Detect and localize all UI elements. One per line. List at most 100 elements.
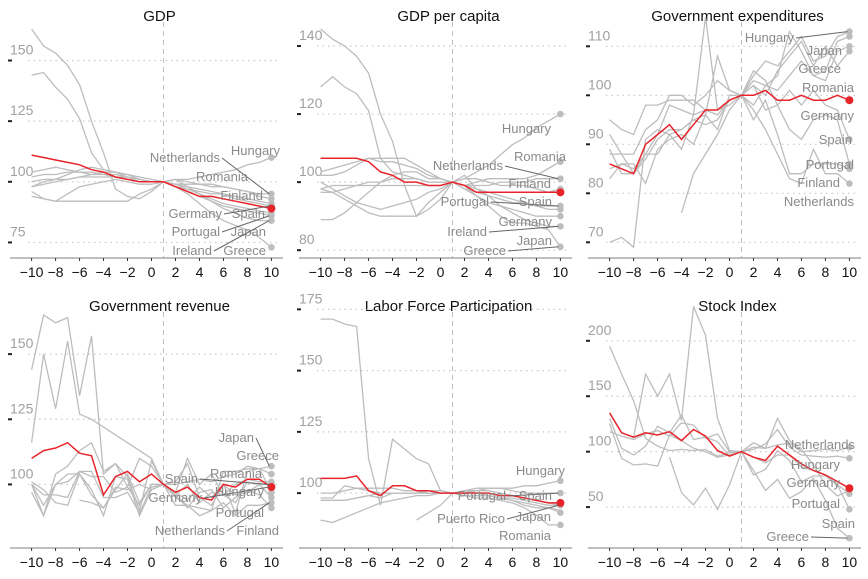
y-tick-label: 200 [588, 322, 612, 338]
series-label-portugal: Portugal [172, 224, 221, 239]
series-line-netherlands [609, 94, 850, 185]
series-line-japan [30, 313, 272, 513]
y-tick-label: 150 [299, 352, 323, 368]
series-label-romania: Romania [802, 80, 855, 95]
series-label-germany: Germany [149, 490, 203, 505]
series-label-hungary: Hungary [215, 484, 265, 499]
x-tick-label: −10 [20, 264, 44, 280]
x-tick-label: 8 [822, 554, 830, 570]
x-tick-label: 10 [553, 264, 569, 280]
end-point-hungary [268, 154, 275, 161]
end-point-romania [557, 521, 564, 529]
chart-panel-gdp: GDP 75 100 125 150 −10 −8 −6 −4 −2 0 2 4 6 8 10 Hungary N… [8, 8, 283, 280]
end-point-netherlands [846, 180, 853, 187]
chart-panel-labor-force-participation: Labor Force Participation100125150175−10… [297, 290, 572, 570]
x-tick-label: 0 [726, 554, 734, 570]
end-point-hungary [846, 455, 853, 462]
end-point-netherlands [268, 499, 275, 506]
end-point-hungary [557, 110, 564, 118]
x-tick-label: 10 [264, 264, 280, 280]
series-line-germany [608, 412, 850, 489]
end-point-japan [268, 462, 275, 470]
x-tick-label: 2 [172, 554, 180, 570]
label-leader-line [223, 205, 270, 215]
end-point-netherlands [268, 190, 275, 198]
series-line-netherlands [31, 472, 272, 517]
series-label-greece: Greece [463, 243, 506, 258]
series-label-netherlands: Netherlands [784, 194, 855, 209]
x-tick-label: −8 [48, 264, 64, 280]
label-leader-line [199, 478, 270, 485]
x-tick-label: −8 [626, 554, 642, 570]
series-label-japan: Japan [231, 224, 266, 239]
label-leader-line [504, 165, 559, 180]
y-tick-label: 100 [588, 433, 612, 449]
chart-title: Labor Force Participation [365, 298, 533, 315]
chart-title: GDP [143, 8, 176, 25]
x-tick-label: −8 [626, 264, 642, 280]
x-tick-label: −4 [674, 264, 690, 280]
chart-panel-stock-index: Stock Index 50 100 150 200 −10 −8 −6 −4 −2 0 2 4 6 8 10… [586, 298, 861, 570]
y-tick-label: 125 [10, 400, 34, 416]
y-tick-label: 150 [10, 42, 34, 58]
series-label-romania: Romania [514, 149, 567, 164]
series-label-greece: Greece [223, 243, 266, 258]
x-tick-label: 10 [264, 554, 280, 570]
label-leader-line [203, 486, 270, 499]
x-tick-label: 4 [485, 554, 493, 570]
x-tick-label: 8 [244, 554, 252, 570]
x-tick-label: −8 [337, 554, 353, 570]
x-tick-label: −10 [598, 264, 622, 280]
x-tick-label: 6 [798, 554, 806, 570]
x-tick-label: −4 [96, 264, 112, 280]
y-tick-label: 150 [10, 335, 34, 351]
series-label-greece: Greece [766, 529, 809, 544]
series-label-japan: Japan [807, 43, 842, 58]
y-tick-label: 150 [588, 377, 612, 393]
series-label-japan: Japan [516, 509, 551, 524]
series-label-hungary: Hungary [791, 457, 841, 472]
label-leader-line [213, 220, 270, 252]
end-point-romania [268, 195, 275, 203]
x-tick-label: 2 [461, 554, 469, 570]
x-tick-label: −10 [309, 554, 333, 570]
y-tick-label: 70 [588, 223, 604, 239]
y-tick-label: 80 [588, 174, 604, 190]
series-label-portugal: Portugal [216, 505, 265, 520]
x-tick-label: 6 [798, 264, 806, 280]
series-label-greece: Greece [798, 61, 841, 76]
series-label-puerto-rico: Puerto Rico [437, 511, 505, 526]
end-point-netherlands [846, 443, 853, 451]
end-point-germany [845, 484, 854, 493]
y-tick-label: 125 [299, 413, 323, 429]
x-tick-label: 8 [533, 554, 541, 570]
chart-title: Government expenditures [651, 8, 824, 25]
end-point-greece [846, 534, 853, 542]
series-line-hungary [31, 462, 272, 516]
series-line-other [416, 490, 561, 521]
series-label-hungary: Hungary [502, 121, 552, 136]
end-point-spain [267, 204, 276, 213]
end-point-greece [268, 243, 275, 251]
y-tick-label: 100 [10, 163, 34, 179]
series-line-finland [79, 483, 272, 509]
series-line-ireland [320, 28, 561, 228]
series-label-germany: Germany [169, 206, 223, 221]
series-label-japan: Japan [517, 233, 552, 248]
x-tick-label: −2 [120, 554, 136, 570]
series-line-spain [31, 154, 272, 210]
series-line-portugal [320, 178, 561, 207]
series-label-germany: Germany [499, 214, 553, 229]
x-tick-label: 10 [553, 554, 569, 570]
end-point-japan [557, 206, 564, 213]
series-line-hungary [31, 156, 272, 188]
y-tick-label: 100 [299, 163, 323, 179]
y-tick-label: 100 [299, 474, 323, 490]
x-tick-label: 4 [485, 264, 493, 280]
series-line-finland [320, 157, 561, 193]
series-label-hungary: Hungary [745, 30, 795, 45]
x-tick-label: 0 [148, 554, 156, 570]
chart-title: GDP per capita [397, 8, 500, 25]
x-tick-label: 8 [244, 264, 252, 280]
